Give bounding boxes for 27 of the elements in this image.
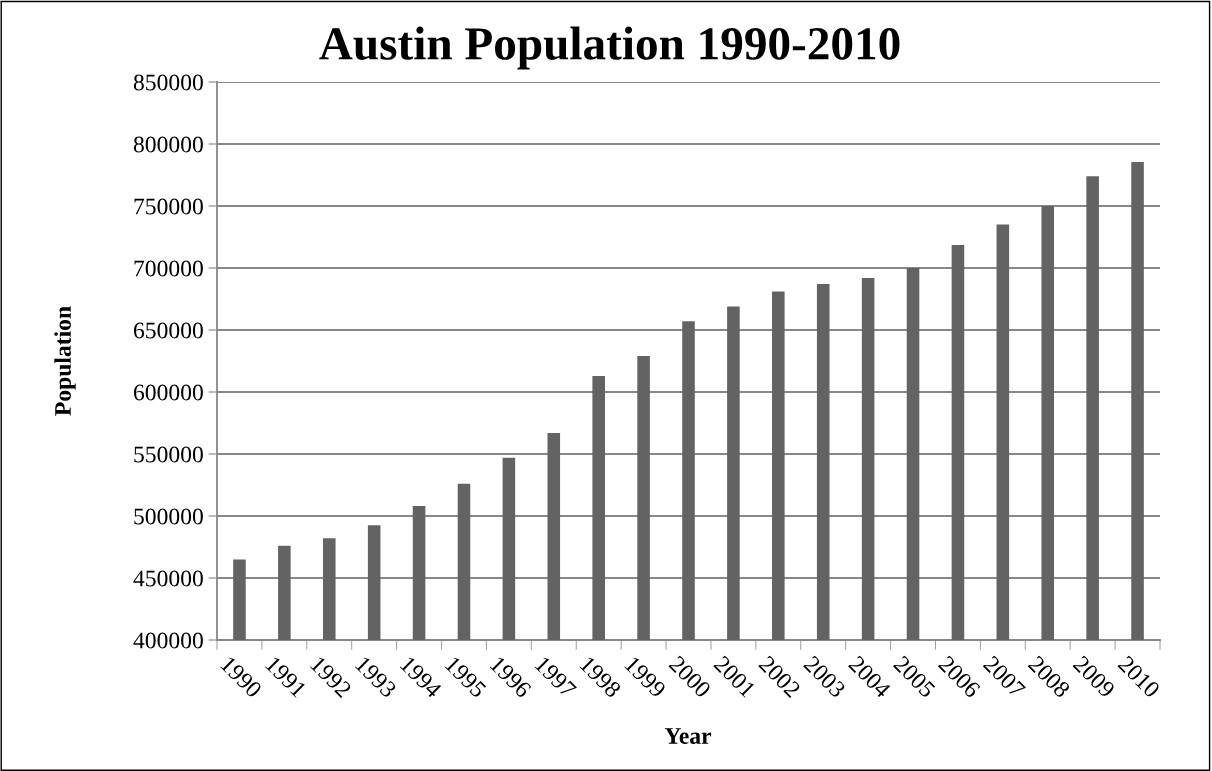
x-tick-label: 2000 xyxy=(668,655,712,699)
x-tick-label: 1997 xyxy=(534,655,578,699)
x-tick-label: 1990 xyxy=(220,655,263,699)
y-tick-label: 550000 xyxy=(134,446,203,463)
x-tick-label: 1991 xyxy=(264,655,308,699)
y-tick-label: 450000 xyxy=(133,570,203,587)
x-axis-title: Year xyxy=(664,728,712,744)
x-tick-label: 2010 xyxy=(1117,655,1161,699)
x-tick-label: 1999 xyxy=(624,655,667,699)
y-tick-label: 800000 xyxy=(133,136,203,153)
y-tick-label: 700000 xyxy=(134,260,203,277)
y-axis-title: Population xyxy=(54,306,76,416)
y-tick-label: 850000 xyxy=(133,74,203,91)
x-tick-label: 1994 xyxy=(399,655,443,699)
y-tick-label: 400000 xyxy=(133,632,203,649)
y-tick-label: 750000 xyxy=(134,198,203,215)
x-tick-label: 1992 xyxy=(309,655,353,699)
x-tick-label: 1993 xyxy=(354,655,398,699)
x-tick-label: 2009 xyxy=(1072,655,1116,699)
x-tick-label: 1996 xyxy=(489,655,533,699)
x-tick-label: 2007 xyxy=(982,655,1027,699)
chart-title: Austin Population 1990-2010 xyxy=(319,26,900,70)
y-tick-label: 500000 xyxy=(134,508,203,525)
y-tick-label: 650000 xyxy=(133,322,203,339)
x-tick-label: 1998 xyxy=(579,655,622,699)
x-tick-label: 1995 xyxy=(444,655,488,699)
y-tick-label: 600000 xyxy=(133,384,203,401)
